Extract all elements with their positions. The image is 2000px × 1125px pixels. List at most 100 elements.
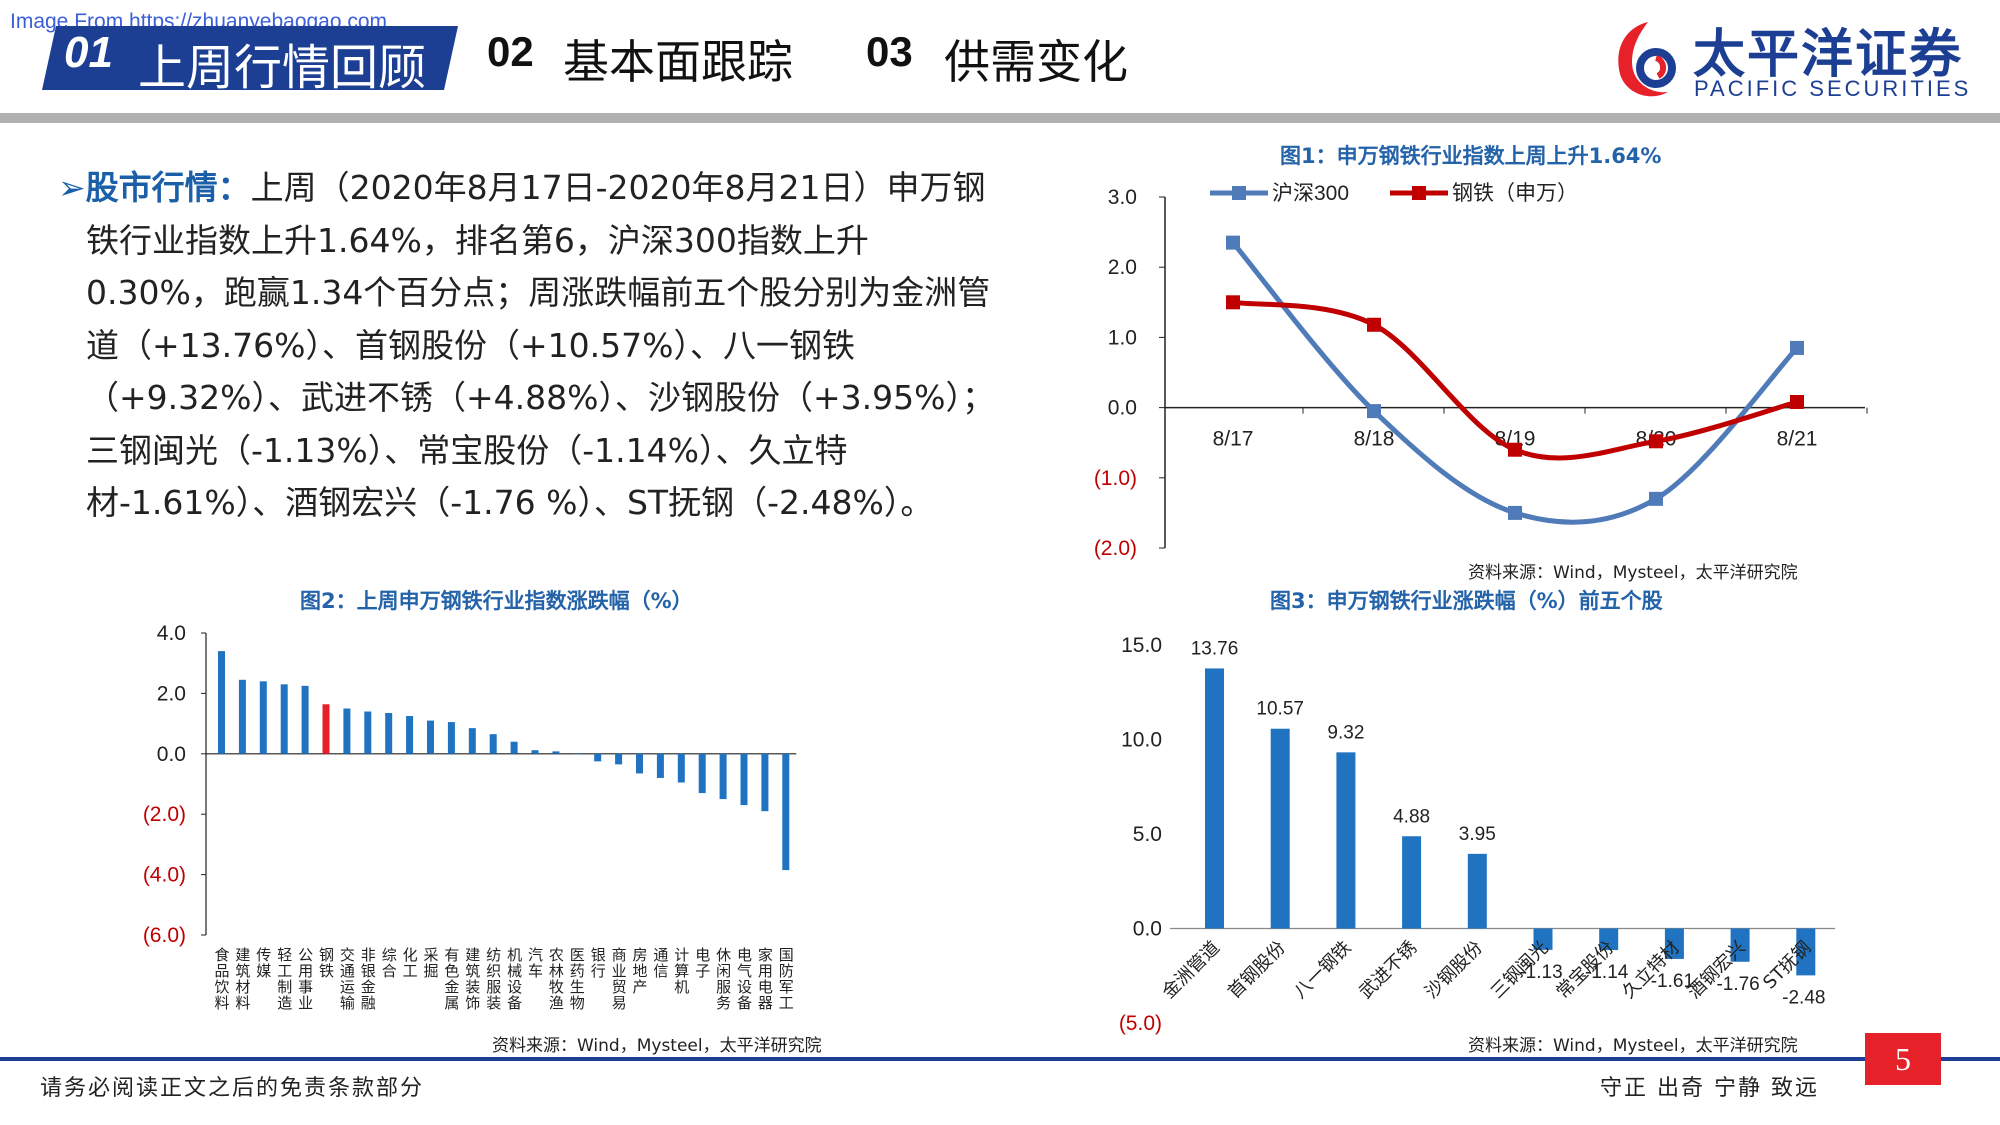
chart2-bar — [468, 728, 476, 754]
chart1-x-tick-label: 8/21 — [1777, 428, 1818, 451]
chart2-bar — [636, 753, 643, 774]
chart2-x-tick-label: 银行 — [589, 947, 607, 979]
chart2-x-tick-label: 钢铁 — [317, 947, 335, 979]
chart3-data-label: -1.76 — [1716, 974, 1759, 995]
nav-item-number: 01 — [64, 28, 113, 77]
chart3-y-tick-label: 0.0 — [1133, 918, 1162, 941]
chart1-y-tick-label: 2.0 — [1108, 256, 1137, 279]
chart1-legend-marker — [1412, 186, 1426, 200]
chart2-bar — [427, 720, 434, 754]
chart3-x-tick-label: 八一钢铁 — [1290, 937, 1356, 1003]
chart3-bar — [1336, 752, 1356, 929]
chart1-data-point — [1649, 491, 1663, 506]
chart1-data-point — [1790, 340, 1804, 355]
chart3-x-tick-label: 首钢股份 — [1224, 937, 1290, 1003]
chart2-x-tick-label: 综合 — [380, 947, 398, 979]
chart2-x-tick-label: 传媒 — [254, 947, 272, 979]
chart1-x-tick-label: 8/17 — [1213, 428, 1254, 451]
chart2-bar — [594, 753, 602, 762]
chart2-bar — [656, 753, 664, 778]
chart2-x-tick-label: 家用电器 — [756, 947, 774, 1011]
chart3-bar — [1796, 928, 1816, 976]
chart2-bar-chart: 4.0 2.0 0.0 (2.0) (4.0) (6.0) 食品饮料 建筑材料 传媒 轻工制造 公用… — [143, 622, 797, 1011]
chart2-x-tick-label: 化工 — [401, 947, 419, 979]
company-logo-text: 太平洋证券 — [1693, 25, 1964, 85]
chart1-data-point — [1508, 505, 1522, 520]
chart2-bar — [510, 741, 518, 754]
chart3-data-label: 9.32 — [1327, 722, 1364, 743]
chart2-x-tick-label: 建筑装饰 — [463, 947, 481, 1011]
chart1-legend-label: 沪深300 — [1272, 182, 1349, 205]
nav-item-supply-demand[interactable]: 供需变化 — [944, 35, 1128, 89]
chart2-bar — [531, 750, 539, 754]
chart2-y-tick-label: (2.0) — [143, 803, 186, 826]
chart2-x-tick-label: 交通运输 — [338, 946, 356, 1011]
chart3-data-label: -1.61 — [1651, 971, 1694, 992]
chart3-y-tick-label: 5.0 — [1133, 823, 1162, 846]
chart3-source: 资料来源：Wind，Mysteel，太平洋研究院 — [1468, 1036, 1798, 1056]
chart3-bar — [1599, 928, 1619, 951]
chart3-data-label: 13.76 — [1191, 638, 1239, 659]
chart3-data-label: -2.48 — [1782, 987, 1825, 1008]
chart1-data-point — [1508, 442, 1522, 457]
nav-item-review[interactable]: 01 上周行情回顾 — [42, 26, 458, 96]
chart2-bar — [677, 753, 685, 783]
chart2-bar — [218, 651, 225, 754]
chart2-bar — [406, 716, 414, 754]
chart2-y-tick-label: (6.0) — [143, 924, 186, 947]
chart3-bar-chart: 15.0 10.0 5.0 0.0 (5.0) 13.76 10.57 9.32 4.88 3.9… — [1119, 634, 1835, 1035]
chart3-data-label: -1.14 — [1585, 962, 1629, 983]
chart1-series-line — [1231, 241, 1799, 525]
nav-item-label: 上周行情回顾 — [138, 40, 427, 96]
chart2-bar — [447, 722, 455, 754]
company-logo-subtitle: PACIFIC SECURITIES — [1694, 76, 1972, 101]
chart1-title: 图1：申万钢铁行业指数上周上升1.64% — [1280, 144, 1662, 168]
chart2-bar — [385, 713, 393, 754]
chart2-bar — [280, 684, 288, 754]
chart2-y-tick-label: 2.0 — [157, 682, 186, 705]
chart2-x-tick-label: 采掘 — [422, 947, 440, 979]
chart3-bar — [1270, 728, 1290, 929]
page-number: 5 — [1865, 1033, 1941, 1085]
company-motto: 守正 出奇 宁静 致远 — [1600, 1076, 1819, 1101]
chart1-data-point — [1649, 434, 1663, 449]
footer-divider — [0, 1057, 2000, 1061]
chart2-bar — [259, 681, 267, 754]
chart2-bar — [698, 753, 706, 794]
chart1-data-point — [1367, 317, 1381, 332]
chart3-data-label: 4.88 — [1393, 806, 1430, 827]
chart1-legend-marker — [1232, 186, 1246, 200]
chart1-data-point — [1226, 235, 1240, 250]
chart3-data-label: 10.57 — [1256, 699, 1304, 720]
chart2-bar — [364, 711, 372, 754]
chart2-bar — [552, 751, 560, 754]
pacific-securities-logo-icon — [1618, 22, 1676, 97]
chart2-y-tick-label: 4.0 — [157, 622, 186, 645]
nav-item-fundamentals[interactable]: 基本面跟踪 — [563, 35, 793, 89]
chart2-source: 资料来源：Wind，Mysteel，太平洋研究院 — [492, 1036, 822, 1056]
chart1-y-tick-label: (1.0) — [1094, 467, 1137, 490]
chart2-x-tick-label: 计算机 — [672, 947, 690, 995]
chart1-legend-label: 钢铁（申万） — [1452, 182, 1578, 205]
chart2-bar — [238, 679, 246, 754]
chart3-title: 图3：申万钢铁行业涨跌幅（%）前五个股 — [1270, 589, 1663, 613]
chart2-x-tick-label: 房地产 — [631, 947, 649, 995]
chart2-x-tick-label: 公用事业 — [296, 947, 314, 1011]
chart2-bar — [719, 753, 727, 800]
bullet-arrow-icon: ➢ — [58, 168, 86, 207]
nav-item-number[interactable]: 02 — [487, 28, 534, 75]
disclaimer-notice: 请务必阅读正文之后的免责条款部分 — [40, 1076, 425, 1101]
chart2-x-tick-label: 休闲服务 — [714, 947, 732, 1011]
chart3-x-tick-label: 武进不锈 — [1355, 937, 1421, 1003]
chart2-y-tick-label: (4.0) — [143, 864, 186, 887]
summary-text: 上周（2020年8月17日-2020年8月21日）申万钢铁行业指数上升1.64%… — [86, 168, 995, 522]
chart1-data-point — [1790, 394, 1804, 409]
nav-item-number[interactable]: 03 — [866, 28, 913, 75]
chart1-data-point — [1367, 404, 1381, 419]
chart2-bar — [761, 753, 769, 812]
chart2-x-tick-label: 农林牧渔 — [547, 947, 565, 1011]
chart2-bar — [301, 685, 309, 754]
chart3-bar — [1730, 928, 1750, 962]
chart1-y-tick-label: 3.0 — [1108, 186, 1137, 209]
chart2-title: 图2：上周申万钢铁行业指数涨跌幅（%） — [300, 589, 693, 613]
